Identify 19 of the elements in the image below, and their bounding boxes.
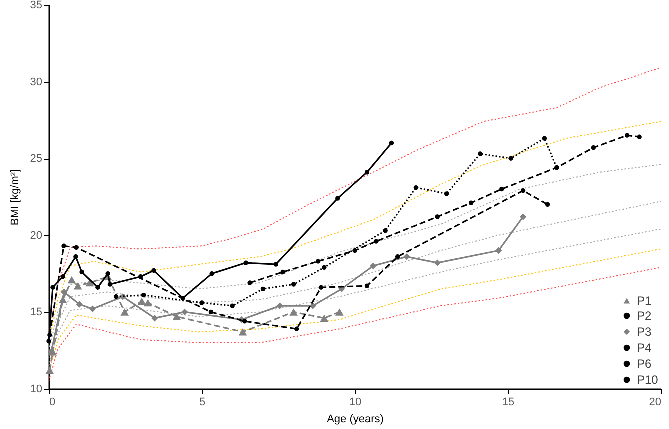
legend-label: P1 (637, 294, 652, 308)
y-tick-label: 35 (30, 0, 42, 12)
x-tick-label: 5 (199, 396, 206, 408)
legend-label: P3 (637, 325, 652, 339)
y-tick-label: 20 (30, 230, 42, 242)
y-axis-title: BMI [kg/m²] (9, 169, 22, 226)
legend-label: P4 (637, 341, 652, 355)
x-tick-label: 10 (349, 396, 362, 408)
y-tick-label: 15 (30, 306, 42, 319)
x-axis-title: Age (years) (327, 414, 384, 426)
y-tick-label: 10 (30, 384, 42, 396)
legend-label: P6 (637, 357, 652, 371)
x-tick-label: 15 (502, 396, 515, 408)
y-tick-label: 30 (30, 76, 42, 88)
legend-label: P10 (637, 373, 659, 387)
y-tick-label: 25 (30, 153, 42, 166)
x-tick-label: 20 (649, 396, 662, 408)
legend-label: P2 (637, 309, 652, 323)
x-tick-label: 0 (50, 396, 56, 408)
